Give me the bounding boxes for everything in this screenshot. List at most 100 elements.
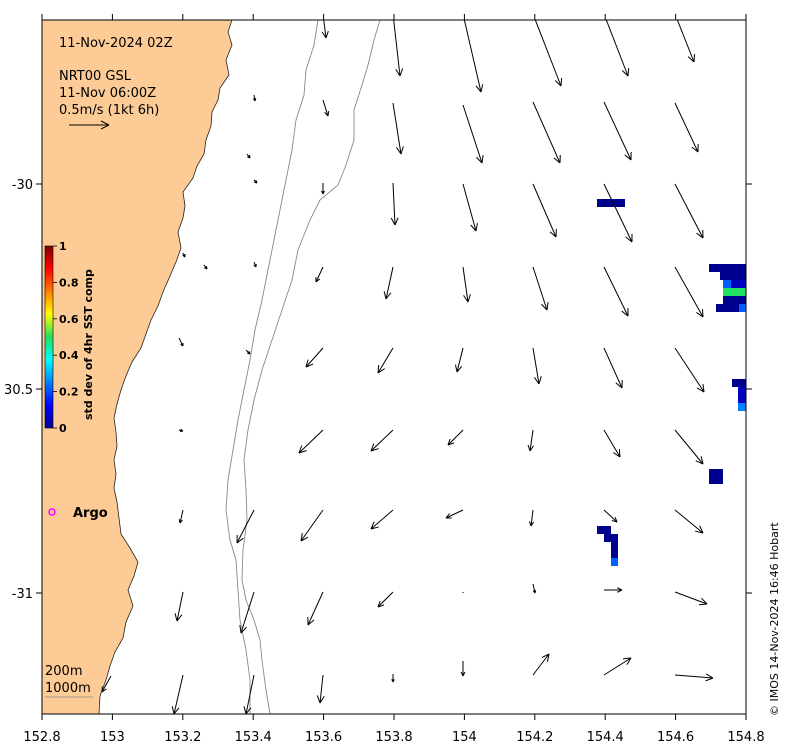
x-tick-label: 153.4 (235, 730, 272, 745)
x-tick-label: 154 (452, 730, 477, 745)
current-vector (674, 673, 714, 682)
current-vector (462, 266, 471, 303)
current-vector (603, 266, 629, 317)
current-vector (604, 587, 623, 593)
argo-label: Argo (73, 506, 108, 521)
current-vector (532, 347, 542, 385)
current-vector (447, 429, 464, 446)
current-vector (182, 252, 186, 258)
current-vector (239, 591, 255, 634)
colorbar-tick-label: 0.4 (59, 349, 79, 362)
land-mass (42, 20, 233, 714)
current-vector (674, 347, 705, 393)
colorbar-tick-label: 0.6 (59, 313, 79, 326)
current-vector (305, 347, 324, 368)
x-tick-label: 153.2 (164, 730, 201, 745)
current-vector (178, 337, 184, 347)
current-vector (253, 179, 258, 184)
x-tick-label: 154.8 (727, 730, 764, 745)
current-vector (321, 20, 329, 39)
current-vector (605, 20, 630, 77)
current-vector (393, 20, 404, 77)
current-vector (377, 591, 394, 608)
y-axis: -30 30.5 -31 (4, 178, 752, 602)
x-tick-label: 154.4 (587, 730, 624, 745)
current-vector (527, 429, 534, 452)
current-vector (243, 674, 255, 714)
current-vector (203, 264, 208, 270)
current-vector (462, 104, 484, 164)
scale-label: 0.5m/s (1kt 6h) (59, 103, 159, 118)
current-vector (236, 509, 255, 544)
current-vector (603, 347, 623, 389)
current-vector (454, 347, 464, 373)
current-vector (674, 183, 704, 239)
current-vector (676, 20, 696, 63)
x-tick-label: 153.8 (375, 730, 412, 745)
colorbar: 1 0.8 0.6 0.4 0.2 0 std dev of 4hr SST comp (44, 240, 95, 435)
colorbar-tick-label: 0 (59, 422, 67, 435)
current-vector (300, 509, 324, 542)
x-tick-label: 152.8 (23, 730, 60, 745)
current-vector (390, 182, 399, 226)
colorbar-tick-label: 0.2 (59, 386, 79, 399)
current-vector (603, 183, 633, 243)
current-vector (603, 101, 632, 161)
current-vector (674, 429, 704, 465)
current-vector (316, 674, 325, 704)
current-vector (245, 349, 251, 355)
colorbar-label: std dev of 4hr SST comp (82, 269, 95, 420)
current-vector (462, 183, 478, 232)
current-vector (383, 266, 394, 300)
x-tick-label: 154.2 (516, 730, 553, 745)
current-vector (674, 102, 699, 153)
isobath-1000m (241, 20, 381, 714)
y-tick-label: -31 (12, 587, 33, 602)
current-vector (603, 509, 618, 523)
x-tick-label: 153 (100, 730, 125, 745)
current-vector (674, 266, 704, 318)
current-vector (174, 591, 184, 622)
current-vector (307, 591, 324, 626)
scale-arrow (69, 120, 110, 130)
current-vector (370, 509, 394, 530)
current-vector (445, 509, 464, 519)
current-vector (252, 94, 257, 102)
current-vector (534, 20, 563, 87)
current-vector (528, 509, 535, 527)
colorbar-tick-label: 1 (59, 240, 67, 253)
depth-label-1000m: 1000m (45, 681, 91, 696)
current-vector (392, 102, 404, 155)
current-vector (463, 20, 484, 93)
current-vector (101, 675, 112, 693)
current-vector (391, 674, 395, 683)
colorbar-gradient (44, 245, 54, 429)
current-vector (370, 429, 394, 452)
y-tick-label: -30 (12, 178, 33, 193)
x-tick-label: 153.6 (305, 730, 342, 745)
x-axis: 152.8 153 153.2 153.4 153.6 153.8 154 154.2 154.… (23, 14, 765, 745)
current-vector (178, 509, 184, 524)
current-vector (532, 583, 537, 594)
current-vector (246, 153, 251, 159)
credit-text: © IMOS 14-Nov-2024 16:46 Hobart (768, 522, 781, 716)
current-vector (460, 661, 466, 677)
sst-stddev-patches (597, 199, 746, 566)
product-time: 11-Nov 06:00Z (59, 86, 156, 101)
current-vector (532, 183, 557, 238)
current-vector (532, 101, 561, 164)
current-vector (315, 266, 324, 283)
current-vector (253, 261, 257, 268)
current-vector (321, 183, 325, 195)
depth-label-200m: 200m (45, 664, 82, 679)
current-vectors (101, 20, 714, 714)
colorbar-tick-label: 0.8 (59, 276, 79, 289)
current-vector (178, 428, 184, 433)
product-name: NRT00 GSL (59, 69, 132, 84)
current-vector (603, 657, 632, 676)
current-vector (603, 429, 621, 458)
current-vector (377, 347, 394, 374)
isobath-200m (225, 20, 319, 714)
current-vector (322, 99, 330, 117)
